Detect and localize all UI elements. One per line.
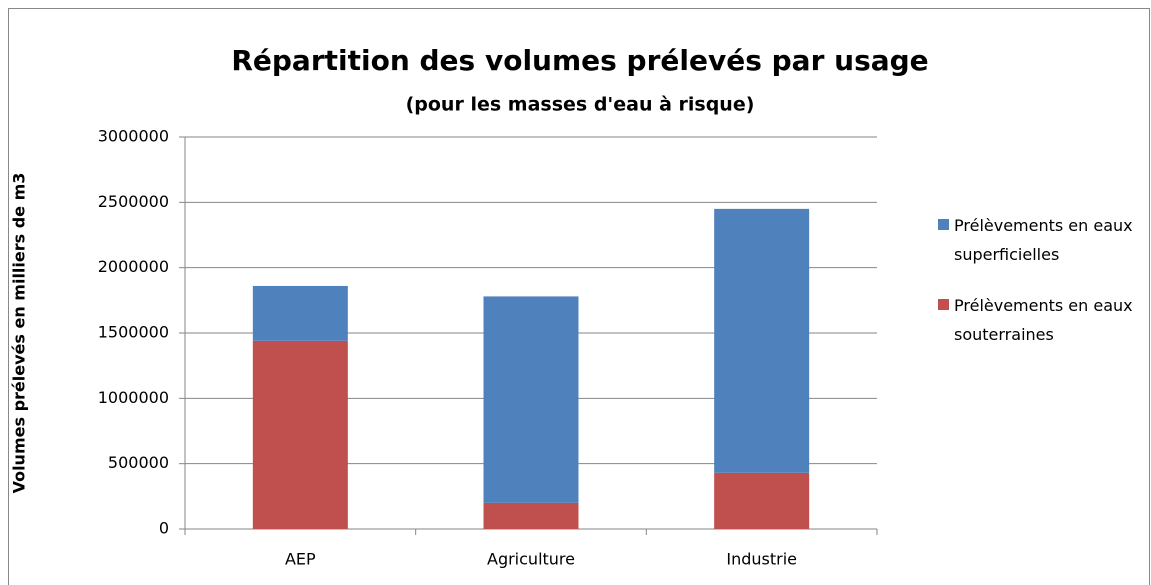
y-tick-label: 1500000 — [98, 323, 169, 342]
x-tick-label: Agriculture — [487, 550, 575, 569]
bar-segment — [483, 296, 579, 503]
legend-swatch — [938, 299, 949, 310]
bar-segment — [483, 502, 579, 529]
chart-frame — [8, 8, 1150, 585]
legend-swatch — [938, 219, 949, 230]
legend-label: Prélèvements en eaux souterraines — [954, 296, 1133, 344]
legend-label: Prélèvements en eaux superficielles — [954, 216, 1133, 264]
y-tick-label: 500000 — [108, 453, 169, 472]
legend-entry: Prélèvements en eaux souterraines — [938, 291, 1148, 349]
y-tick-label: 2000000 — [98, 257, 169, 276]
chart-subtitle: (pour les masses d'eau à risque) — [406, 94, 755, 116]
y-tick-label: 0 — [159, 519, 169, 538]
legend-entry: Prélèvements en eaux superficielles — [938, 211, 1148, 269]
chart-title: Répartition des volumes prélevés par usa… — [231, 44, 928, 77]
bar-segment — [714, 472, 810, 529]
x-tick-label: AEP — [285, 550, 316, 569]
y-tick-label: 3000000 — [98, 127, 169, 146]
x-tick-label: Industrie — [726, 550, 797, 569]
y-tick-label: 1000000 — [98, 388, 169, 407]
bar-segment — [714, 208, 810, 473]
bar-segment — [252, 285, 348, 341]
y-axis-label: Volumes prélevés en milliers de m3 — [10, 173, 29, 494]
bar-segment — [252, 340, 348, 529]
y-tick-label: 2500000 — [98, 192, 169, 211]
